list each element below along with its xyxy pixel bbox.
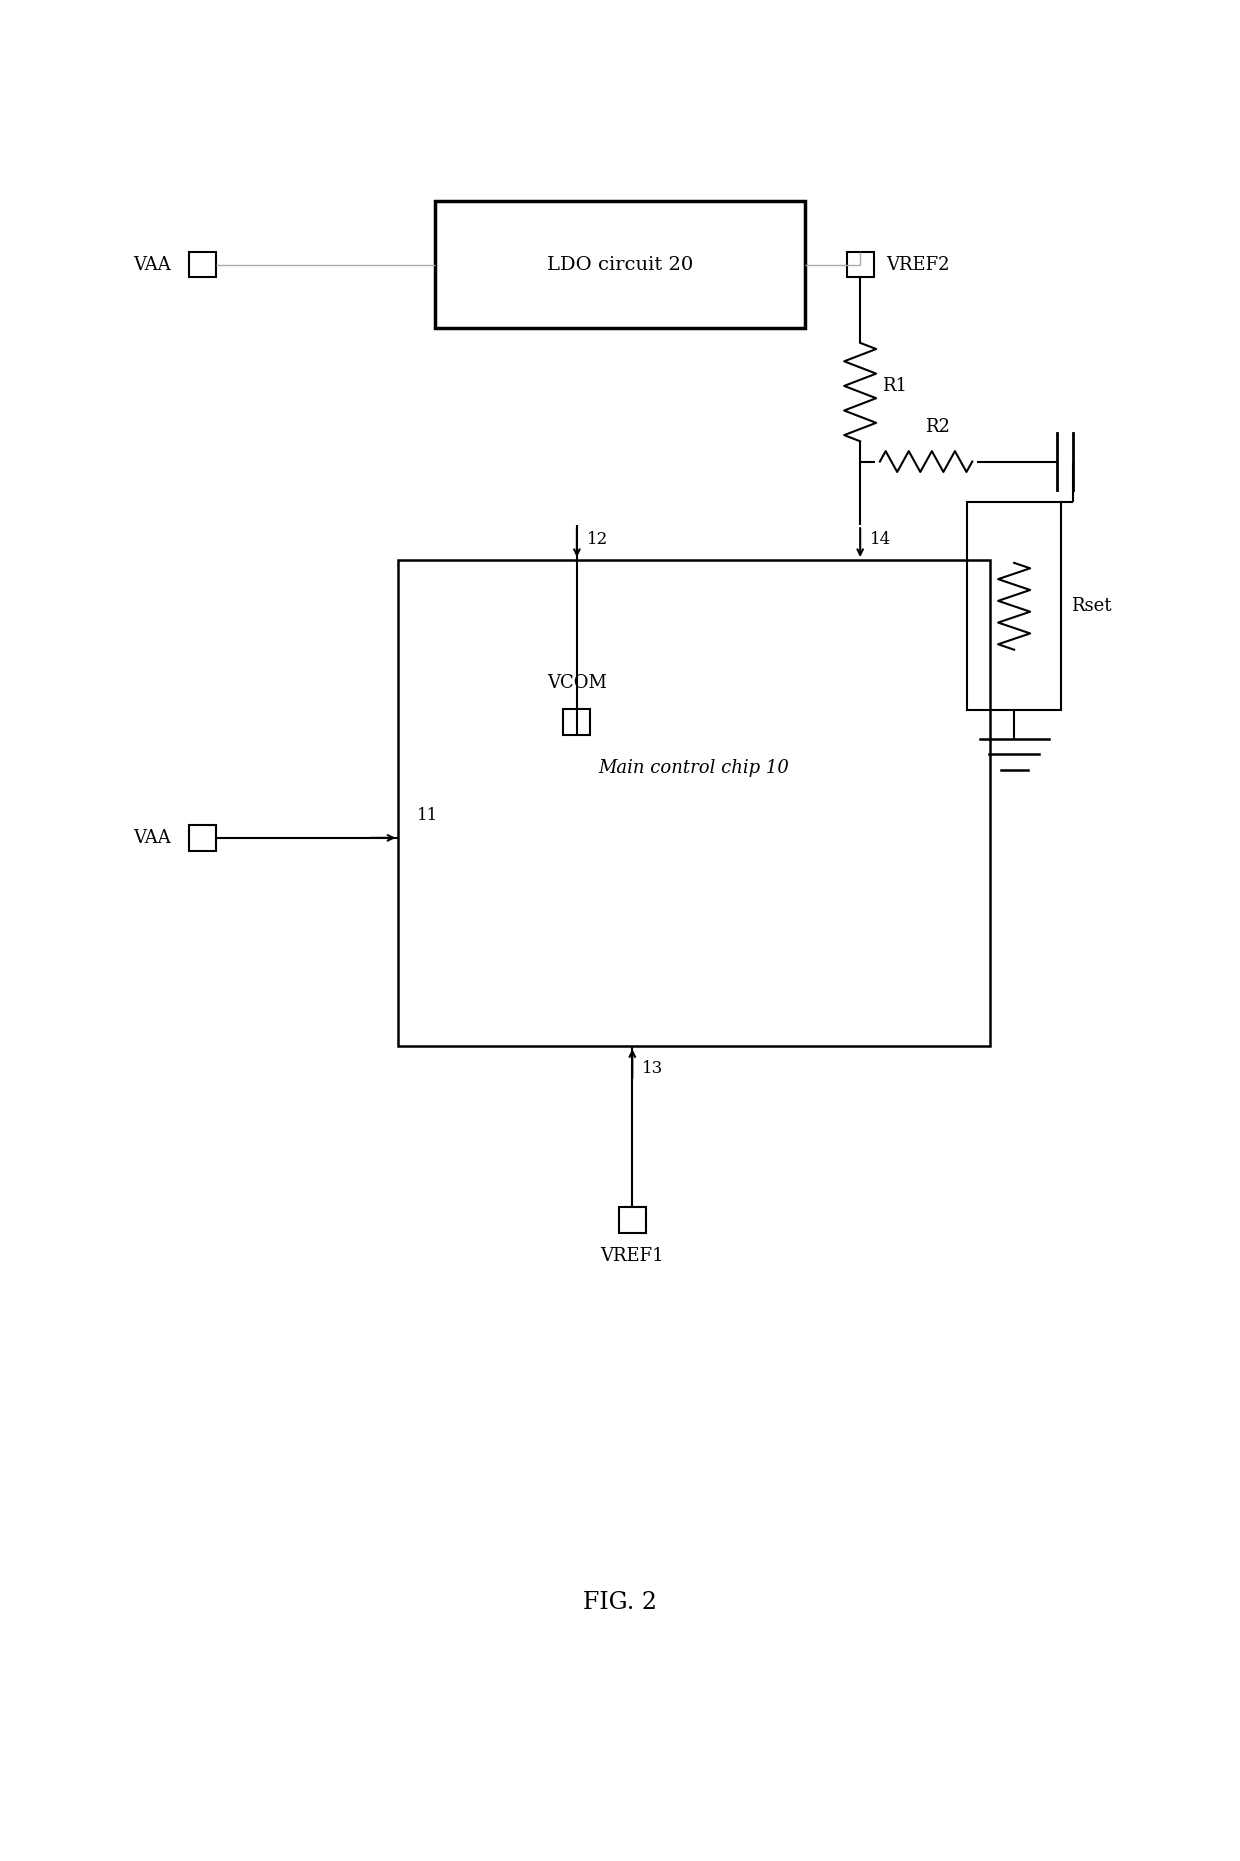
Text: VAA: VAA (133, 255, 170, 274)
Bar (188, 251, 216, 277)
Text: LDO circuit 20: LDO circuit 20 (547, 255, 693, 274)
Text: VCOM: VCOM (547, 674, 606, 692)
Bar (435, 201, 805, 328)
Bar (563, 709, 590, 735)
Bar (619, 1208, 646, 1232)
Bar (967, 502, 1061, 711)
Text: Rset: Rset (1071, 597, 1111, 616)
Text: 12: 12 (587, 532, 608, 549)
Text: Main control chip 10: Main control chip 10 (599, 759, 790, 778)
Bar (398, 560, 990, 1046)
Bar (188, 824, 216, 850)
Bar (847, 251, 874, 277)
Text: 13: 13 (642, 1061, 663, 1078)
Text: 14: 14 (870, 532, 892, 549)
Text: 11: 11 (417, 808, 438, 824)
Text: FIG. 2: FIG. 2 (583, 1591, 657, 1613)
Text: R1: R1 (883, 378, 908, 395)
Text: R2: R2 (925, 419, 950, 435)
Text: VAA: VAA (133, 828, 170, 847)
Text: VREF1: VREF1 (600, 1247, 665, 1265)
Text: VREF2: VREF2 (887, 255, 950, 274)
